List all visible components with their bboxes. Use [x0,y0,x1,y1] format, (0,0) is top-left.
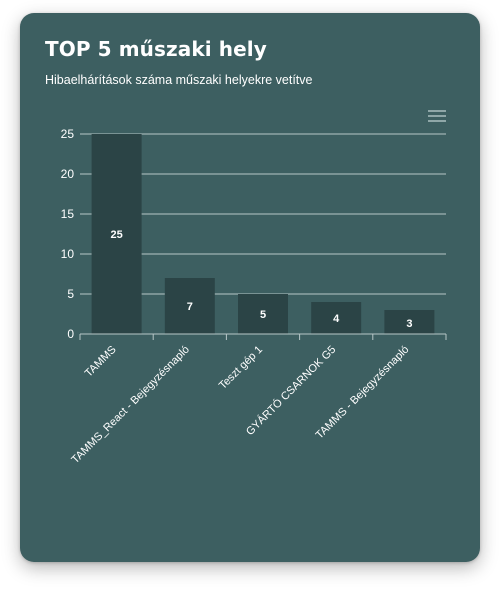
y-tick-label: 15 [61,207,75,221]
y-tick-label: 20 [61,167,75,181]
hamburger-menu-icon[interactable] [428,110,446,124]
bar [238,294,288,334]
y-tick-label: 25 [61,127,75,141]
y-tick-label: 0 [67,327,74,341]
x-tick-label: TAMMS [83,344,119,380]
bar [91,134,142,334]
data-label: 3 [406,318,412,330]
y-axis-ticks: 0 5 10 15 20 25 [61,127,75,341]
bar [311,302,362,334]
bars: 25 7 5 4 3 [91,134,435,334]
chart-card: TOP 5 műszaki hely Hibaelhárítások száma… [20,13,480,562]
chart-subtitle: Hibaelhárítások száma műszaki helyekre v… [45,73,313,87]
data-label: 5 [260,309,266,321]
x-tick-label: TAMMS_React - Bejegyzésnapló [69,344,191,466]
chart-title: TOP 5 műszaki hely [45,37,267,61]
data-label: 7 [187,301,193,313]
y-tick-label: 5 [67,287,74,301]
x-axis [79,333,447,340]
bar [164,278,215,334]
x-tick-label: Teszt gép 1 [217,344,265,392]
bar [384,310,435,334]
data-label: 4 [333,313,340,325]
data-label: 25 [110,229,122,241]
y-tick-label: 10 [61,247,75,261]
